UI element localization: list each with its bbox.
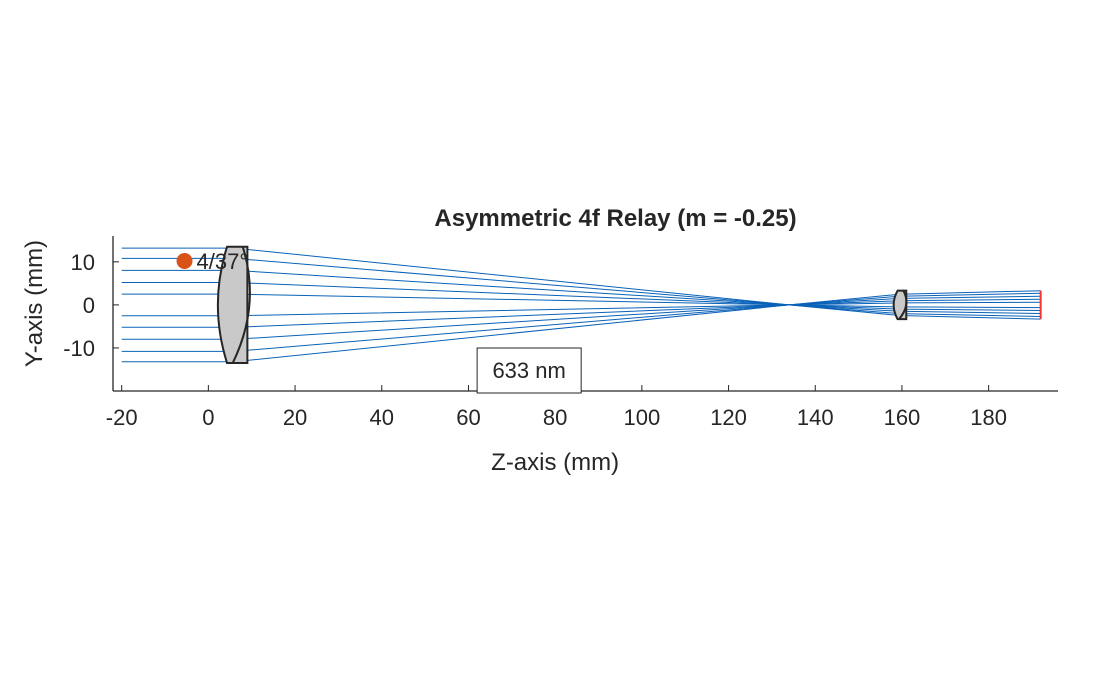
x-tick-label: 80 [543, 405, 567, 430]
wavelength-label-box [476, 347, 582, 394]
x-tick-label: -20 [106, 405, 138, 430]
y-tick-label: 0 [83, 293, 95, 318]
x-axis-label: Z-axis (mm) [491, 449, 619, 476]
ray-10 [121, 290, 1041, 363]
x-tick-label: 160 [884, 405, 921, 430]
lens-1-body [216, 245, 249, 365]
lens-layer [216, 245, 1042, 365]
x-tick-label: 40 [370, 405, 394, 430]
y-tick-label: -10 [63, 336, 95, 361]
wavelength-label: 633 nm [492, 358, 565, 383]
annotation-layer: 633 nm 4/37° [176, 249, 582, 394]
x-tick-label: 140 [797, 405, 834, 430]
x-tick-label: 180 [970, 405, 1007, 430]
x-tick-label: 0 [202, 405, 214, 430]
y-axis-label: Y-axis (mm) [21, 240, 48, 367]
x-tick-label: 120 [710, 405, 747, 430]
lens-1-interface [231, 246, 251, 364]
axes-layer: -20 0 20 40 60 80 100 120 140 160 180 -10 0 10 [63, 236, 1058, 430]
source-point [176, 252, 193, 269]
x-tick-label: 60 [456, 405, 480, 430]
rays-layer [121, 247, 1041, 363]
y-tick-label: 10 [71, 250, 95, 275]
source-label: 4/37° [197, 249, 249, 274]
chart-title: Asymmetric 4f Relay (m = -0.25) [434, 205, 796, 232]
lens-2-interface [898, 290, 908, 320]
x-tick-label: 20 [283, 405, 307, 430]
x-tick-label: 100 [623, 405, 660, 430]
